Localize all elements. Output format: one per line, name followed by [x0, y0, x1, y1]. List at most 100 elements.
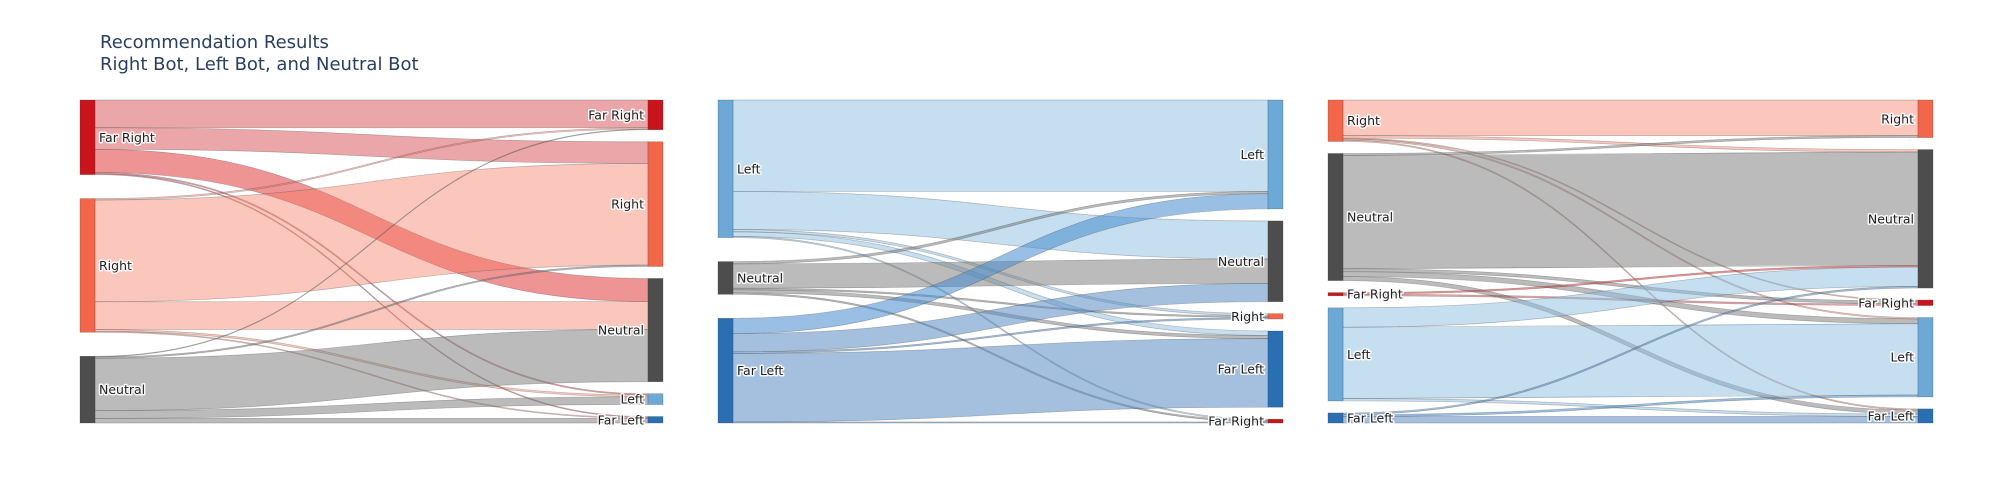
sankey-label-halo-source-far-left: Far Left	[1347, 410, 1393, 425]
sankey-node-source-left	[1327, 307, 1344, 402]
sankey-label-halo-source-left: Left	[737, 161, 761, 176]
sankey-node-target-far-left	[1917, 408, 1934, 424]
sankey-label-target-far-left: Far Left	[598, 412, 644, 427]
sankey-label-source-far-left: Far Left	[737, 363, 783, 378]
sankey-label-target-right: Right	[611, 197, 644, 212]
sankey-node-target-far-left	[1267, 330, 1284, 408]
sankey-label-target-left: Left	[1890, 350, 1914, 365]
chart-title: Recommendation Results Right Bot, Left B…	[100, 32, 419, 76]
sankey-label-source-far-right: Far Right	[1347, 287, 1403, 302]
sankey-label-source-left: Left	[737, 161, 761, 176]
sankey-node-target-far-right	[1917, 299, 1934, 306]
sankey-node-source-neutral	[79, 356, 96, 424]
sankey-link-left-to-left	[1342, 323, 1919, 399]
sankey-node-target-neutral	[1267, 220, 1284, 302]
sankey-label-halo-target-far-left: Far Left	[1218, 362, 1264, 377]
sankey-link-far-left-to-far-left	[1342, 416, 1919, 424]
sankey-node-target-left	[647, 393, 664, 405]
sankey-node-source-right	[79, 198, 96, 333]
sankey-node-target-far-right	[1267, 418, 1284, 424]
sankey-label-halo-source-far-right: Far Right	[99, 130, 155, 145]
sankey-label-source-far-left: Far Left	[1347, 410, 1393, 425]
sankey-label-target-far-right: Far Right	[1208, 414, 1264, 429]
sankey-label-halo-source-far-left: Far Left	[737, 363, 783, 378]
sankey-label-halo-target-left: Left	[1240, 147, 1264, 162]
sankey-label-halo-source-neutral: Neutral	[737, 270, 783, 285]
sankey-label-halo-source-right: Right	[1347, 113, 1380, 128]
chart-title-line-1: Recommendation Results	[100, 32, 329, 53]
sankey-label-halo-target-right: Right	[1881, 111, 1914, 126]
sankey-label-halo-target-far-left: Far Left	[598, 412, 644, 427]
sankey-label-halo-target-neutral: Neutral	[1218, 254, 1264, 269]
sankey-label-target-left: Left	[1240, 147, 1264, 162]
sankey-label-source-far-right: Far Right	[99, 130, 155, 145]
sankey-panel-neutral-bot: Right Right Neutral Neutral Far Right Far Rig…	[1327, 99, 1934, 427]
sankey-label-halo-target-right: Right	[1231, 309, 1264, 324]
sankey-node-target-far-right	[647, 99, 664, 131]
sankey-label-target-neutral: Neutral	[1218, 254, 1264, 269]
sankey-label-halo-target-far-right: Far Right	[1208, 414, 1264, 429]
sankey-node-source-far-left	[717, 318, 734, 424]
sankey-label-source-neutral: Neutral	[1347, 210, 1393, 225]
sankey-label-target-far-left: Far Left	[1218, 362, 1264, 377]
sankey-node-target-far-left	[647, 416, 664, 424]
sankey-link-right-to-neutral	[94, 301, 649, 330]
sankey-label-halo-target-far-right: Far Right	[1858, 295, 1914, 310]
sankey-label-source-right: Right	[1347, 113, 1380, 128]
sankey-label-source-right: Right	[99, 258, 132, 273]
sankey-node-source-far-right	[1327, 292, 1344, 297]
sankey-label-target-right: Right	[1881, 111, 1914, 126]
sankey-label-halo-target-far-right: Far Right	[588, 107, 644, 122]
sankey-node-source-far-right	[79, 99, 96, 175]
sankey-label-target-neutral: Neutral	[1868, 211, 1914, 226]
sankey-node-source-neutral	[717, 261, 734, 295]
sankey-label-target-far-right: Far Right	[1858, 295, 1914, 310]
sankey-node-target-right	[1267, 313, 1284, 320]
sankey-label-source-neutral: Neutral	[737, 270, 783, 285]
sankey-label-target-neutral: Neutral	[598, 323, 644, 338]
sankey-label-source-left: Left	[1347, 347, 1371, 362]
chart-title-line-2: Right Bot, Left Bot, and Neutral Bot	[100, 54, 419, 75]
sankey-links	[732, 99, 1269, 424]
sankey-link-left-to-left	[732, 99, 1269, 192]
sankey-node-source-far-left	[1327, 412, 1344, 424]
sankey-label-halo-source-right: Right	[99, 258, 132, 273]
sankey-label-target-left: Left	[620, 392, 644, 407]
sankey-link-far-left-to-far-right	[732, 421, 1269, 424]
sankey-node-source-right	[1327, 99, 1344, 142]
sankey-label-halo-target-left: Left	[1890, 350, 1914, 365]
sankey-label-source-neutral: Neutral	[99, 382, 145, 397]
sankey-node-target-neutral	[647, 278, 664, 382]
sankey-link-neutral-to-far-left	[94, 418, 649, 424]
sankey-node-source-neutral	[1327, 153, 1344, 281]
sankey-label-target-right: Right	[1231, 309, 1264, 324]
sankey-links	[94, 99, 649, 424]
sankey-node-target-left	[1267, 99, 1284, 210]
sankey-link-neutral-to-neutral	[1342, 151, 1919, 270]
sankey-label-halo-source-neutral: Neutral	[1347, 210, 1393, 225]
sankey-label-target-far-left: Far Left	[1868, 408, 1914, 423]
sankey-label-halo-target-far-left: Far Left	[1868, 408, 1914, 423]
sankey-link-far-right-to-far-right	[94, 99, 649, 129]
sankey-node-source-left	[717, 99, 734, 238]
sankey-label-halo-target-neutral: Neutral	[1868, 211, 1914, 226]
sankey-node-target-right	[1917, 99, 1934, 138]
sankey-node-target-right	[647, 141, 664, 267]
sankey-links	[1342, 99, 1919, 424]
sankey-node-target-neutral	[1917, 149, 1934, 289]
sankey-label-halo-target-right: Right	[611, 197, 644, 212]
sankey-label-halo-source-far-right: Far Right	[1347, 287, 1403, 302]
sankey-label-halo-target-left: Left	[620, 392, 644, 407]
sankey-label-target-far-right: Far Right	[588, 107, 644, 122]
sankey-label-halo-target-neutral: Neutral	[598, 323, 644, 338]
sankey-label-halo-source-neutral: Neutral	[99, 382, 145, 397]
sankey-panel-right-bot: Far Right Far Right Right Right Neutral Neutr…	[79, 99, 664, 429]
